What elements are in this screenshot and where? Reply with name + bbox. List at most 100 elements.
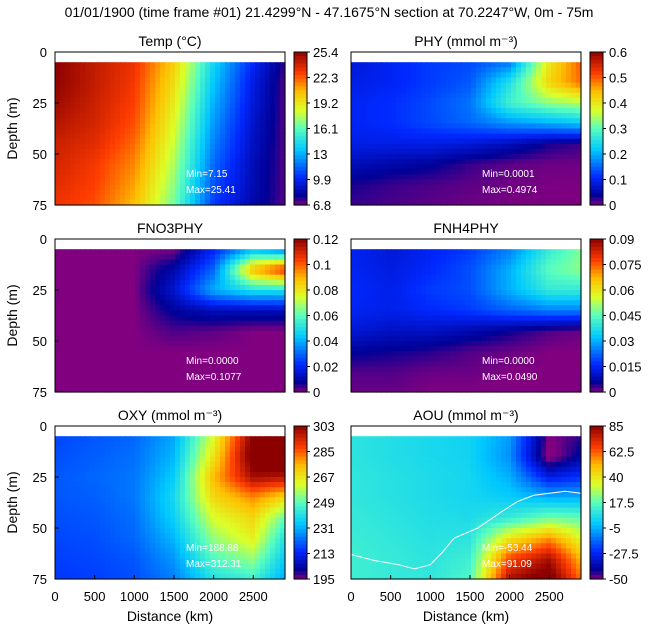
heatmap-cell: [90, 284, 96, 291]
heatmap-cell: [501, 279, 507, 286]
heatmap-cell: [95, 189, 101, 196]
heatmap-cell: [531, 254, 537, 260]
heatmap-cell: [551, 67, 557, 73]
heatmap-cell: [411, 169, 417, 175]
heatmap-cell: [120, 108, 126, 114]
heatmap-cell: [110, 133, 116, 140]
y-tick-label: 50: [33, 147, 47, 162]
heatmap-cell: [200, 386, 206, 393]
heatmap-cell: [65, 103, 71, 109]
heatmap-cell: [391, 154, 397, 160]
heatmap-cell: [75, 346, 81, 352]
heatmap-cell: [130, 254, 136, 260]
heatmap-cell: [85, 325, 91, 332]
heatmap-cell: [526, 77, 532, 84]
heatmap-cell: [366, 169, 372, 175]
heatmap-cell: [371, 174, 377, 181]
heatmap-cell: [105, 290, 111, 296]
heatmap-cell: [225, 82, 231, 89]
heatmap-cell: [230, 138, 236, 145]
heatmap-cell: [376, 254, 382, 260]
heatmap-cell: [145, 174, 151, 181]
heatmap-cell: [441, 87, 447, 94]
heatmap-cell: [466, 189, 472, 196]
heatmap-cell: [511, 138, 517, 145]
heatmap-cell: [446, 82, 452, 89]
heatmap-cell: [376, 279, 382, 286]
heatmap-cell: [396, 77, 402, 84]
heatmap-cell: [145, 103, 151, 109]
heatmap-cell: [416, 320, 422, 327]
heatmap-cell: [381, 290, 387, 296]
heatmap-cell: [551, 290, 557, 296]
heatmap-cell: [80, 320, 86, 327]
heatmap-cell: [225, 330, 231, 337]
heatmap-cell: [95, 118, 101, 124]
heatmap-cell: [280, 290, 286, 296]
heatmap-cell: [356, 148, 362, 155]
heatmap-cell: [275, 143, 281, 150]
heatmap-cell: [90, 376, 96, 383]
heatmap-cell: [376, 123, 382, 130]
colorbar-segment: [590, 185, 603, 191]
heatmap-cell: [160, 184, 166, 191]
heatmap-cell: [416, 82, 422, 89]
heatmap-cell: [85, 92, 91, 99]
heatmap-cell: [70, 133, 76, 140]
heatmap-cell: [526, 259, 532, 266]
heatmap-cell: [260, 295, 266, 301]
heatmap-cell: [265, 361, 271, 368]
heatmap-cell: [556, 295, 562, 301]
colorbar-tick-label: 13: [313, 147, 327, 162]
heatmap-cell: [260, 269, 266, 276]
heatmap-cell: [551, 123, 557, 130]
heatmap-cell: [501, 169, 507, 175]
heatmap-cell: [371, 330, 377, 337]
heatmap-cell: [361, 174, 367, 181]
heatmap-cell: [381, 330, 387, 337]
heatmap-cell: [65, 143, 71, 150]
heatmap-cell: [491, 284, 497, 291]
heatmap-cell: [526, 138, 532, 145]
heatmap-cell: [200, 254, 206, 260]
heatmap-cell: [521, 77, 527, 84]
heatmap-cell: [245, 315, 251, 322]
colorbar-segment: [294, 269, 307, 275]
colorbar-segment: [294, 277, 307, 282]
heatmap-cell: [466, 279, 472, 286]
heatmap-cell: [461, 77, 467, 84]
heatmap-cell: [406, 341, 412, 347]
heatmap-cell: [140, 341, 146, 347]
heatmap-cell: [165, 371, 171, 378]
heatmap-cell: [401, 249, 407, 255]
heatmap-cell: [110, 290, 116, 296]
heatmap-cell: [426, 269, 432, 276]
heatmap-cell: [516, 148, 522, 155]
heatmap-cell: [421, 279, 427, 286]
heatmap-cell: [225, 118, 231, 124]
heatmap-cell: [115, 315, 121, 322]
heatmap-cell: [205, 67, 211, 73]
heatmap-cell: [351, 254, 357, 260]
heatmap-cell: [551, 143, 557, 150]
heatmap-cell: [381, 300, 387, 306]
heatmap-cell: [225, 386, 231, 393]
heatmap-cell: [476, 330, 482, 337]
heatmap-cell: [416, 199, 422, 206]
heatmap-cell: [441, 92, 447, 99]
heatmap-cell: [75, 249, 81, 255]
heatmap-cell: [155, 346, 161, 352]
heatmap-cell: [556, 108, 562, 114]
heatmap-cell: [501, 77, 507, 84]
heatmap-cell: [225, 341, 231, 347]
heatmap-cell: [170, 320, 176, 327]
heatmap-cell: [546, 123, 552, 130]
heatmap-cell: [80, 133, 86, 140]
heatmap-cell: [576, 148, 582, 155]
heatmap-cell: [65, 128, 71, 135]
heatmap-cell: [225, 290, 231, 296]
heatmap-cell: [506, 159, 512, 165]
heatmap-cell: [190, 179, 196, 186]
heatmap-cell: [376, 159, 382, 165]
heatmap-cell: [70, 87, 76, 94]
